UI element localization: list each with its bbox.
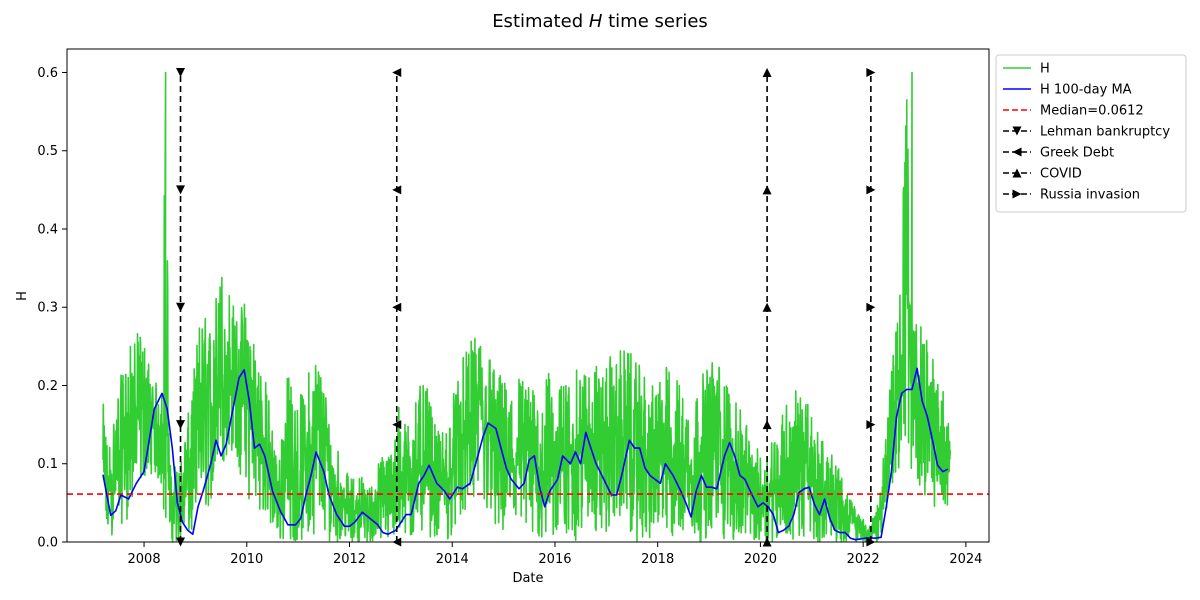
event-marker xyxy=(866,420,876,430)
x-axis-label: Date xyxy=(512,571,543,586)
x-tick-label: 2012 xyxy=(333,552,366,567)
y-axis: 0.0 0.1 0.2 0.3 0.4 0.5 0.6 xyxy=(37,66,67,551)
legend-label: COVID xyxy=(1040,167,1082,182)
event-marker xyxy=(392,185,402,195)
legend-marker xyxy=(1012,147,1022,157)
event-marker xyxy=(762,420,772,430)
x-tick-label: 2024 xyxy=(949,552,982,567)
plot-clip-group xyxy=(67,71,989,542)
legend: H H 100-day MA Median=0.0612 Lehman bankrup… xyxy=(995,54,1187,213)
axes-frame xyxy=(66,48,990,543)
y-axis-label: H xyxy=(15,291,30,301)
event-marker xyxy=(176,302,186,312)
legend-label: H 100-day MA xyxy=(1040,83,1132,98)
legend-marker xyxy=(1012,126,1022,136)
event-line-greek-debt xyxy=(392,67,402,547)
event-marker xyxy=(866,67,876,77)
x-tick-label: 2014 xyxy=(436,552,469,567)
x-tick-label: 2016 xyxy=(538,552,571,567)
x-tick-label: 2008 xyxy=(128,552,161,567)
legend-label: Greek Debt xyxy=(1040,146,1114,161)
event-marker xyxy=(392,420,402,430)
event-line-covid xyxy=(762,67,772,547)
event-marker xyxy=(866,302,876,312)
event-marker xyxy=(392,67,402,77)
event-line-russia-invasion xyxy=(866,67,876,547)
chart-title: Estimated H time series xyxy=(492,11,708,32)
x-tick-label: 2020 xyxy=(744,552,777,567)
legend-entry: Greek Debt xyxy=(1003,146,1114,161)
chart-title-suffix: time series xyxy=(602,11,707,32)
legend-entry: Median=0.0612 xyxy=(1003,104,1144,119)
legend-label: Lehman bankruptcy xyxy=(1040,125,1170,140)
legend-label: Russia invasion xyxy=(1040,188,1140,203)
y-tick-label: 0.0 xyxy=(37,536,58,551)
chart-title-variable: H xyxy=(589,11,603,32)
y-tick-label: 0.3 xyxy=(37,301,58,316)
x-axis: 2008 2010 2012 2014 2016 2018 2020 2022 2024 xyxy=(128,542,982,567)
legend-label: Median=0.0612 xyxy=(1040,104,1144,119)
plot-area xyxy=(67,67,989,547)
event-marker xyxy=(762,67,772,77)
x-tick-label: 2022 xyxy=(847,552,880,567)
event-marker xyxy=(176,185,186,195)
chart-title-prefix: Estimated xyxy=(492,11,589,32)
x-tick-label: 2018 xyxy=(641,552,674,567)
legend-label: H xyxy=(1040,62,1050,77)
y-tick-label: 0.6 xyxy=(37,66,58,81)
y-tick-label: 0.5 xyxy=(37,144,58,159)
event-marker xyxy=(392,302,402,312)
event-marker xyxy=(176,420,186,430)
legend-entry: H 100-day MA xyxy=(1003,83,1132,98)
event-marker xyxy=(762,185,772,195)
legend-marker xyxy=(1012,189,1022,199)
legend-entry: COVID xyxy=(1003,167,1082,182)
y-tick-label: 0.2 xyxy=(37,379,58,394)
legend-entry: H xyxy=(1003,62,1050,77)
event-marker xyxy=(176,67,186,77)
event-marker xyxy=(866,185,876,195)
h-moving-average-line xyxy=(102,367,949,541)
legend-box xyxy=(995,54,1187,213)
legend-entry: Russia invasion xyxy=(1003,188,1140,203)
x-tick-label: 2010 xyxy=(230,552,263,567)
y-tick-label: 0.1 xyxy=(37,457,58,472)
y-tick-label: 0.4 xyxy=(37,222,58,237)
legend-marker xyxy=(1012,168,1022,178)
legend-entry: Lehman bankruptcy xyxy=(1003,125,1170,140)
event-marker xyxy=(762,302,772,312)
